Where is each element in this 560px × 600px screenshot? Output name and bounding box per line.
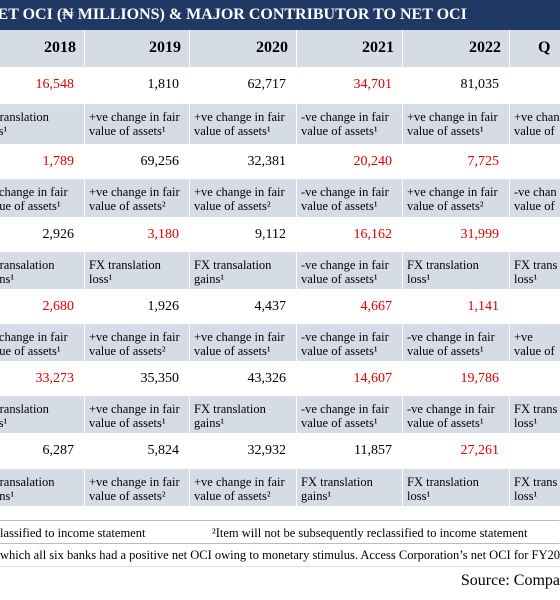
value-cell: 14,607	[297, 362, 403, 397]
value-cell: 34,701	[297, 68, 403, 105]
note: which all six banks had a positive net O…	[0, 548, 560, 562]
value-cell: 32,932	[190, 434, 297, 470]
contributor-cell: -ve change in fair value of assets¹	[297, 397, 403, 434]
value-cell: 9,112	[190, 218, 297, 253]
value-cell: 16,548	[0, 68, 85, 105]
value-cell: 20,240	[297, 145, 403, 180]
value-cell: 6,287	[0, 434, 85, 470]
title-bar: NET OCI (₦ MILLIONS) & MAJOR CONTRIBUTOR…	[0, 0, 560, 30]
contributor-cell: FX translation gains¹	[190, 397, 297, 434]
contributor-cell: FX transalation gains¹	[190, 253, 297, 290]
contributor-cell: -ve change in fair value of assets¹	[403, 325, 510, 362]
contributor-cell: +ve change in fair value of assets¹	[85, 105, 190, 145]
contributor-cell: +ve change in fair value of assets¹	[190, 105, 297, 145]
value-cell: 43,326	[190, 362, 297, 397]
column-header: 2021	[297, 30, 403, 68]
contributor-cell: -ve change in fair value of assets¹	[403, 397, 510, 434]
contributor-cell: X translation loss¹	[0, 397, 85, 434]
contributor-cell: +ve change in fair value of assets²	[85, 470, 190, 507]
contributor-cell: FX trans loss¹	[510, 470, 560, 507]
contributor-cell: +ve change in fair value of assets¹	[403, 105, 510, 145]
contributor-cell: ve change in fair value of assets¹	[0, 325, 85, 362]
footnote: lassified to income statement	[0, 526, 146, 540]
contributor-cell: FX translation loss¹	[85, 253, 190, 290]
value-cell: 27,261	[403, 434, 510, 470]
contributor-cell: FX translation gains¹	[297, 470, 403, 507]
column-header: 2022	[403, 30, 510, 68]
contributor-cell: +ve change in fair value of assets²	[190, 470, 297, 507]
value-cell: 81,035	[403, 68, 510, 105]
contributor-cell: X translation loss¹	[0, 105, 85, 145]
contributor-cell: X transalation gains¹	[0, 470, 85, 507]
value-cell: 4,437	[190, 290, 297, 325]
contributor-cell: X transalation gains¹	[0, 253, 85, 290]
value-cell	[510, 145, 560, 180]
value-cell: 32,381	[190, 145, 297, 180]
contributor-cell: FX translation loss¹	[403, 253, 510, 290]
value-cell: 1,810	[85, 68, 190, 105]
contributor-cell: -ve change in fair value of assets¹	[297, 253, 403, 290]
value-cell	[510, 68, 560, 105]
value-cell	[510, 434, 560, 470]
contributor-cell: +ve change in fair value of assets²	[190, 180, 297, 218]
value-cell: 2,926	[0, 218, 85, 253]
contributor-cell: +ve change in fair value of assets²	[85, 180, 190, 218]
value-cell: 19,786	[403, 362, 510, 397]
contributor-cell: -ve chan value of	[510, 180, 560, 218]
value-cell: 69,256	[85, 145, 190, 180]
contributor-cell: ve change in fair value of assets¹	[0, 180, 85, 218]
contributor-cell: +ve value of	[510, 325, 560, 362]
spacer-row	[0, 507, 560, 521]
value-cell: 62,717	[190, 68, 297, 105]
value-cell: 3,180	[85, 218, 190, 253]
value-cell: 1,926	[85, 290, 190, 325]
contributor-cell: +ve change in fair value of assets¹	[85, 397, 190, 434]
footnote: ²Item will not be subsequently reclassif…	[212, 526, 528, 540]
column-header: 2018	[0, 30, 85, 68]
value-cell: 1,141	[403, 290, 510, 325]
value-cell: 11,857	[297, 434, 403, 470]
value-cell: 4,667	[297, 290, 403, 325]
note-row	[0, 543, 560, 567]
source: Source: Compa	[460, 572, 560, 589]
contributor-cell: FX trans loss¹	[510, 253, 560, 290]
contributor-cell: +ve change in fair value of assets¹	[190, 325, 297, 362]
column-header: 2019	[85, 30, 190, 68]
value-cell: 16,162	[297, 218, 403, 253]
value-cell	[510, 362, 560, 397]
column-header: Q	[510, 30, 560, 68]
contributor-cell: -ve change in fair value of assets¹	[297, 105, 403, 145]
value-cell: 35,350	[85, 362, 190, 397]
value-cell: 33,273	[0, 362, 85, 397]
value-cell	[510, 218, 560, 253]
value-cell: 1,789	[0, 145, 85, 180]
contributor-cell: -ve change in fair value of assets¹	[297, 325, 403, 362]
value-cell: 5,824	[85, 434, 190, 470]
contributor-cell: FX translation loss¹	[403, 470, 510, 507]
contributor-cell: +ve change in fair value of assets²	[403, 180, 510, 218]
value-cell: 31,999	[403, 218, 510, 253]
contributor-cell: +ve change in fair value of assets²	[85, 325, 190, 362]
contributor-cell: +ve change in fair value of	[510, 105, 560, 145]
value-cell	[510, 290, 560, 325]
value-cell: 7,725	[403, 145, 510, 180]
column-header: 2020	[190, 30, 297, 68]
value-cell: 2,680	[0, 290, 85, 325]
contributor-cell: -ve change in fair value of assets¹	[297, 180, 403, 218]
contributor-cell: FX trans loss¹	[510, 397, 560, 434]
